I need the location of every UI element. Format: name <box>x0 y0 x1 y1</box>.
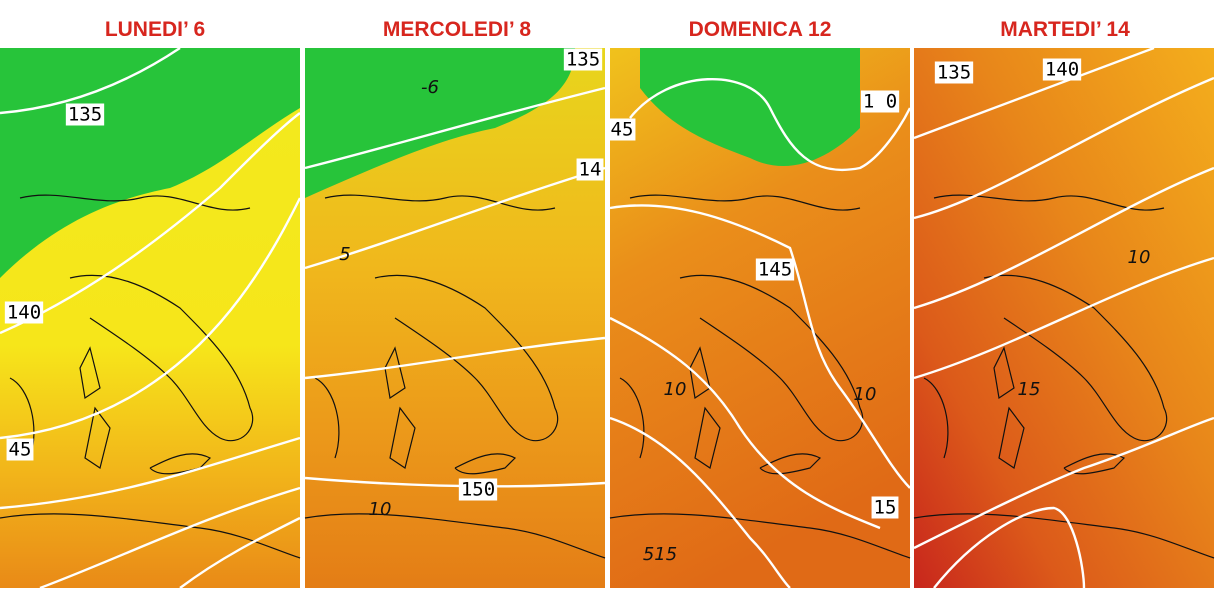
panel-title: MARTEDI’ 14 <box>1000 18 1130 41</box>
contour-label: 140 <box>1045 59 1079 81</box>
isoline <box>304 166 606 270</box>
isoline <box>39 486 301 590</box>
coastline <box>304 194 606 559</box>
isoline <box>179 516 301 589</box>
isotherm-label: 10 <box>369 499 392 520</box>
isoline <box>304 86 606 170</box>
label-box <box>4 301 44 324</box>
contour-label: 45 <box>9 439 32 461</box>
coastline <box>913 194 1215 559</box>
contour-label: 135 <box>68 104 102 126</box>
isotherm-label: 515 <box>643 544 677 565</box>
cold-region <box>640 48 860 167</box>
contour-label: 15 <box>874 497 897 519</box>
label-box <box>755 258 795 281</box>
contour-label: 14 <box>579 159 602 181</box>
isoline <box>0 47 181 115</box>
label-box <box>860 90 900 113</box>
isoline <box>913 76 1215 220</box>
isotherm-label: 10 <box>664 379 687 400</box>
contour-label: 45 <box>611 119 634 141</box>
label-box <box>608 118 636 141</box>
contour-label: 1 0 <box>863 91 897 113</box>
weather-map: 45 1 0 145 15 10 10 515 <box>608 48 912 589</box>
isoline <box>913 416 1215 550</box>
label-box <box>871 496 899 519</box>
isotherm-label: 15 <box>1018 379 1041 400</box>
isoline <box>629 78 912 172</box>
isoline <box>913 256 1215 380</box>
isoline <box>304 336 606 380</box>
label-box <box>6 438 34 461</box>
isoline <box>0 112 301 335</box>
contour-label: 140 <box>7 302 41 324</box>
label-box <box>458 478 498 501</box>
isoline <box>609 416 791 589</box>
label-box <box>934 61 974 84</box>
weather-map: 135 14 150 -6 5 10 <box>304 48 606 588</box>
isotherm-label: 5 <box>339 244 350 265</box>
panel-title: MERCOLEDI’ 8 <box>383 18 532 41</box>
isoline <box>913 46 1155 140</box>
contour-label: 135 <box>937 62 971 84</box>
label-box <box>576 158 604 181</box>
panel-title: LUNEDI’ 6 <box>105 18 205 41</box>
isotherm-label: 10 <box>1128 247 1151 268</box>
contour-label: 150 <box>461 479 495 501</box>
contour-label: 145 <box>758 259 792 281</box>
coastline <box>609 194 911 559</box>
weather-map: 135 140 45 <box>0 47 302 590</box>
cold-region <box>305 48 575 198</box>
label-box <box>65 103 105 126</box>
isotherm-label: -6 <box>421 77 439 98</box>
isoline <box>913 166 1215 310</box>
contour-label: 135 <box>566 49 600 71</box>
label-box <box>563 48 603 71</box>
panel-title: DOMENICA 12 <box>689 18 832 41</box>
isotherm-label: 10 <box>854 384 877 405</box>
isoline <box>0 436 301 510</box>
isoline <box>609 204 911 489</box>
weather-map: 135 140 10 15 <box>913 46 1215 589</box>
coastline <box>0 194 301 559</box>
isoline <box>0 197 302 440</box>
isoline <box>933 506 1086 589</box>
label-box <box>1042 58 1082 81</box>
isoline <box>609 316 881 530</box>
